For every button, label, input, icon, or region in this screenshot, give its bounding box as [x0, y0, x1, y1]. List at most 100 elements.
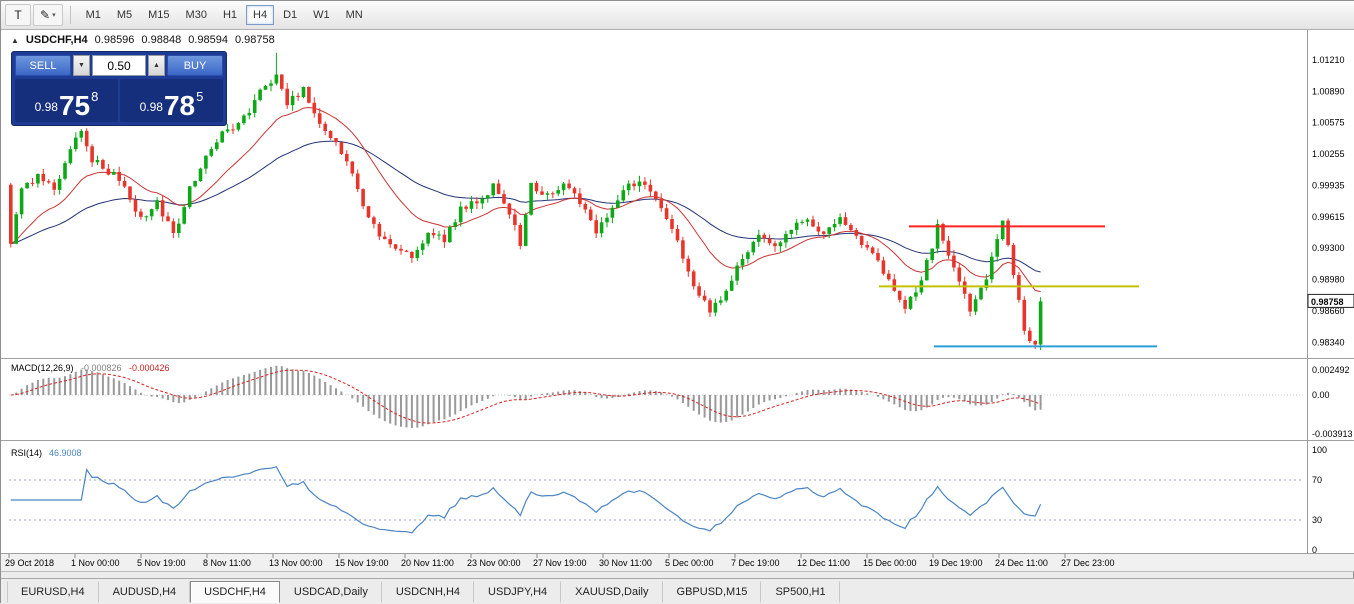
chart-tab-eurusd-h4[interactable]: EURUSD,H4: [7, 581, 99, 603]
timeframe-button-m5[interactable]: M5: [110, 5, 139, 25]
chart-tab-bar: EURUSD,H4 AUDUSD,H4 USDCHF,H4 USDCAD,Daily U…: [1, 578, 1354, 603]
timeframe-button-m1[interactable]: M1: [79, 5, 108, 25]
svg-text:30 Nov 11:00: 30 Nov 11:00: [599, 558, 652, 568]
text-tool-button[interactable]: T: [5, 4, 31, 26]
svg-text:70: 70: [1312, 475, 1322, 485]
chart-tab-xauusd-daily[interactable]: XAUUSD,Daily: [561, 581, 663, 603]
volume-input[interactable]: [92, 55, 146, 76]
chart-tab-sp500-h1[interactable]: SP500,H1: [761, 581, 840, 603]
chart-tab-gbpusd-m15[interactable]: GBPUSD,M15: [663, 581, 762, 603]
svg-text:15 Dec 00:00: 15 Dec 00:00: [863, 558, 917, 568]
timeframe-button-d1[interactable]: D1: [276, 5, 304, 25]
svg-text:100: 100: [1312, 445, 1327, 455]
svg-text:0.99300: 0.99300: [1312, 243, 1345, 253]
svg-text:19 Dec 19:00: 19 Dec 19:00: [929, 558, 983, 568]
rsi-axis: 100 70 30 0: [1312, 445, 1327, 555]
svg-text:-0.000826: -0.000826: [81, 363, 122, 373]
pointer-tool-button[interactable]: ✎ ▾: [33, 4, 63, 26]
svg-text:13 Nov 00:00: 13 Nov 00:00: [269, 558, 323, 568]
chart-tab-usdchf-h4[interactable]: USDCHF,H4: [190, 581, 280, 603]
svg-text:1.00255: 1.00255: [1312, 149, 1345, 159]
svg-text:23 Nov 00:00: 23 Nov 00:00: [467, 558, 521, 568]
svg-text:0.98340: 0.98340: [1312, 338, 1345, 348]
trade-controls-row: SELL ▼ ▲ BUY: [15, 55, 223, 76]
volume-increase-button[interactable]: ▲: [148, 55, 165, 76]
top-toolbar: T ✎ ▾ M1 M5 M15 M30 H1 H4 D1 W1 MN: [1, 1, 1354, 30]
svg-text:12 Dec 11:00: 12 Dec 11:00: [797, 558, 850, 568]
collapse-trade-panel-icon[interactable]: ▲: [11, 35, 19, 45]
candles-layer: [9, 52, 1043, 351]
macd-axis: 0.002492 0.00 -0.003913: [1312, 365, 1353, 439]
svg-text:7 Dec 19:00: 7 Dec 19:00: [731, 558, 780, 568]
close-value: 0.98758: [234, 34, 275, 46]
symbol-label: USDCHF,H4: [25, 34, 88, 46]
rsi-label: RSI(14) 46.9008: [11, 448, 82, 458]
svg-text:20 Nov 11:00: 20 Nov 11:00: [401, 558, 454, 568]
buy-button[interactable]: BUY: [167, 55, 223, 76]
rsi-layer: [9, 466, 1303, 534]
svg-text:30: 30: [1312, 515, 1322, 525]
chart-tab-usdcad-daily[interactable]: USDCAD,Daily: [280, 581, 382, 603]
svg-text:5 Nov 19:00: 5 Nov 19:00: [137, 558, 186, 568]
timeframe-button-m15[interactable]: M15: [141, 5, 176, 25]
svg-text:0.002492: 0.002492: [1312, 365, 1350, 375]
macd-layer: [9, 365, 1303, 429]
svg-text:0.99935: 0.99935: [1312, 181, 1345, 191]
svg-text:5 Dec 00:00: 5 Dec 00:00: [665, 558, 714, 568]
sell-price-pip: 8: [91, 89, 99, 104]
sell-price-big: 75: [58, 90, 91, 121]
volume-decrease-button[interactable]: ▼: [73, 55, 90, 76]
chart-tab-usdjpy-h4[interactable]: USDJPY,H4: [474, 581, 562, 603]
svg-text:0.98660: 0.98660: [1312, 306, 1345, 316]
timeframe-button-h4[interactable]: H4: [246, 5, 275, 25]
last-price-badge: 0.98758: [1307, 293, 1354, 308]
chart-tab-usdcnh-h4[interactable]: USDCNH,H4: [382, 581, 475, 603]
svg-text:27 Nov 19:00: 27 Nov 19:00: [533, 558, 587, 568]
chart-tab-audusd-h4[interactable]: AUDUSD,H4: [99, 581, 191, 603]
buy-price-pip: 5: [196, 89, 204, 104]
sell-price-prefix: 0.98: [34, 100, 58, 114]
open-value: 0.98596: [94, 34, 135, 46]
svg-text:8 Nov 11:00: 8 Nov 11:00: [203, 558, 251, 568]
sell-button[interactable]: SELL: [15, 55, 71, 76]
time-axis: 29 Oct 2018 1 Nov 00:00 5 Nov 19:00 8 Nov 1…: [5, 554, 1115, 568]
timeframe-button-mn[interactable]: MN: [339, 5, 370, 25]
toolbar-separator: [69, 6, 71, 24]
high-value: 0.98848: [141, 34, 182, 46]
svg-text:24 Dec 11:00: 24 Dec 11:00: [995, 558, 1048, 568]
trade-prices-row: 0.98 75 8 0.98 78 5: [15, 79, 223, 122]
svg-text:1.01210: 1.01210: [1312, 55, 1345, 65]
timeframe-toolbar: M1 M5 M15 M30 H1 H4 D1 W1 MN: [78, 5, 371, 25]
chevron-down-icon: ▾: [52, 12, 56, 19]
svg-text:27 Dec 23:00: 27 Dec 23:00: [1061, 558, 1115, 568]
svg-text:1.00890: 1.00890: [1312, 87, 1345, 97]
svg-text:46.9008: 46.9008: [49, 448, 82, 458]
timeframe-button-w1[interactable]: W1: [306, 5, 337, 25]
pointer-tool-icon: ✎: [40, 8, 51, 22]
svg-text:-0.000426: -0.000426: [129, 363, 170, 373]
price-axis: 1.01210 1.00890 1.00575 1.00255 0.99935 0.996…: [1312, 55, 1345, 348]
svg-text:0.98758: 0.98758: [1311, 297, 1344, 307]
svg-text:0.99615: 0.99615: [1312, 212, 1345, 222]
buy-price[interactable]: 0.98 78 5: [120, 79, 223, 122]
buy-price-big: 78: [163, 90, 196, 121]
svg-text:0.98980: 0.98980: [1312, 275, 1345, 285]
svg-text:0: 0: [1312, 545, 1317, 555]
chart-ohlc-header: ▲ USDCHF,H4 0.98596 0.98848 0.98594 0.98…: [11, 34, 275, 46]
low-value: 0.98594: [188, 34, 228, 46]
timeframe-button-h1[interactable]: H1: [216, 5, 244, 25]
svg-text:29 Oct 2018: 29 Oct 2018: [5, 558, 54, 568]
sell-price[interactable]: 0.98 75 8: [15, 79, 118, 122]
macd-label: MACD(12,26,9) -0.000826 -0.000426: [11, 363, 170, 373]
svg-text:15 Nov 19:00: 15 Nov 19:00: [335, 558, 389, 568]
svg-text:1 Nov 00:00: 1 Nov 00:00: [71, 558, 120, 568]
svg-text:MACD(12,26,9): MACD(12,26,9): [11, 363, 74, 373]
svg-text:0.00: 0.00: [1312, 390, 1330, 400]
svg-text:-0.003913: -0.003913: [1312, 429, 1353, 439]
text-tool-icon: T: [14, 8, 22, 22]
timeframe-button-m30[interactable]: M30: [179, 5, 214, 25]
svg-text:RSI(14): RSI(14): [11, 448, 42, 458]
buy-price-prefix: 0.98: [139, 100, 163, 114]
